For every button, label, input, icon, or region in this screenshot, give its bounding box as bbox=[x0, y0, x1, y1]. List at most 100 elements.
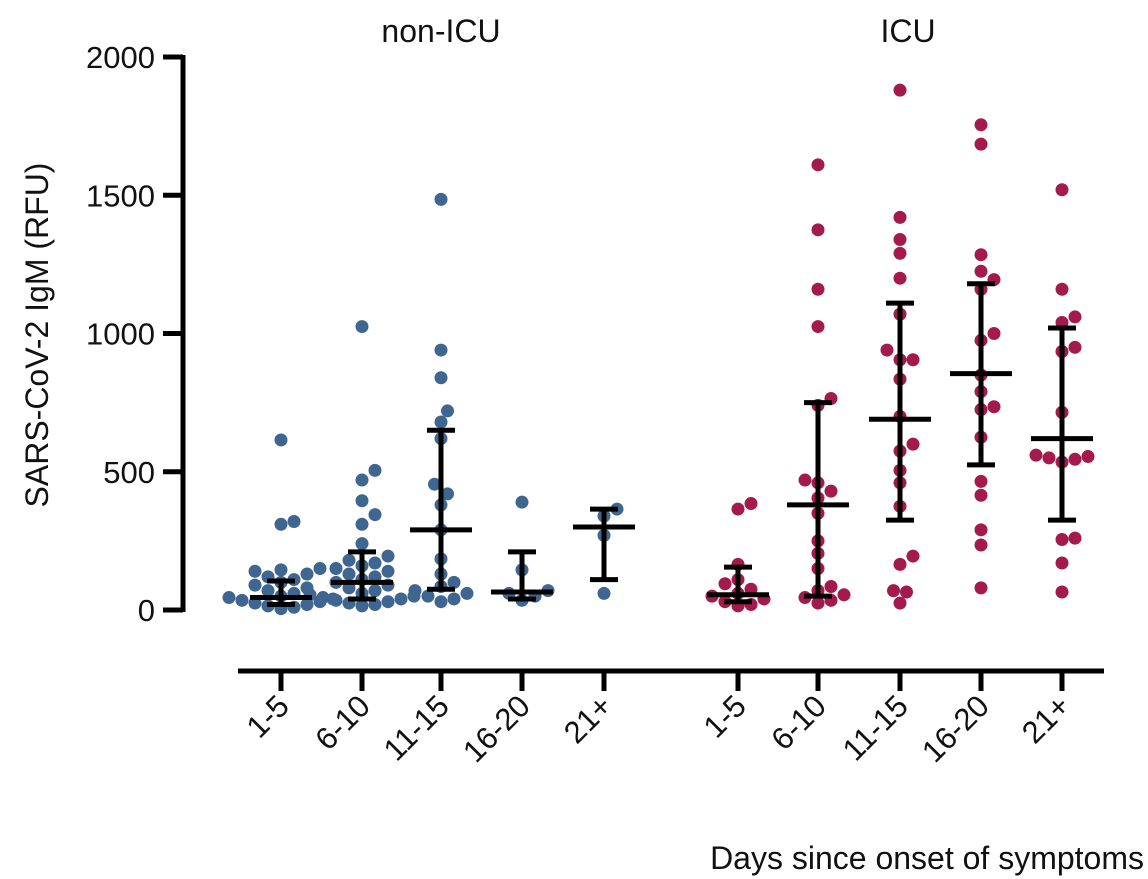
data-point bbox=[812, 320, 825, 333]
data-point bbox=[1056, 533, 1069, 546]
data-point bbox=[356, 474, 369, 487]
data-point bbox=[894, 211, 907, 224]
data-point bbox=[275, 433, 288, 446]
data-point bbox=[223, 591, 236, 604]
x-tick-label: 21+ bbox=[557, 688, 619, 750]
data-point bbox=[317, 591, 330, 604]
data-point bbox=[838, 588, 851, 601]
data-point bbox=[236, 594, 249, 607]
data-point bbox=[435, 193, 448, 206]
data-point bbox=[395, 592, 408, 605]
data-point bbox=[975, 581, 988, 594]
data-point bbox=[1056, 283, 1069, 296]
group-titles: non-ICU ICU bbox=[381, 13, 935, 49]
data-point bbox=[907, 438, 920, 451]
data-point bbox=[894, 558, 907, 571]
x-tick-label: 6-10 bbox=[308, 688, 377, 757]
data-point bbox=[1043, 451, 1056, 464]
data-point bbox=[288, 515, 301, 528]
y-tick-label: 1500 bbox=[86, 178, 155, 213]
data-point bbox=[249, 579, 262, 592]
data-point bbox=[1069, 453, 1082, 466]
x-tick-label: 11-15 bbox=[836, 688, 915, 767]
data-point bbox=[975, 138, 988, 151]
data-point bbox=[1069, 310, 1082, 323]
data-point bbox=[812, 223, 825, 236]
data-point bbox=[975, 539, 988, 552]
data-point bbox=[1056, 183, 1069, 196]
data-point bbox=[825, 485, 838, 498]
data-point bbox=[369, 556, 382, 569]
x-tick-label: 1-5 bbox=[697, 688, 753, 744]
data-point bbox=[461, 587, 474, 600]
data-point bbox=[356, 320, 369, 333]
y-tick-label: 1000 bbox=[86, 317, 155, 352]
data-point bbox=[275, 518, 288, 531]
data-point bbox=[975, 118, 988, 131]
data-point bbox=[745, 497, 758, 510]
error-bars bbox=[250, 284, 1093, 605]
data-point bbox=[1056, 586, 1069, 599]
data-point bbox=[343, 568, 356, 581]
data-point bbox=[356, 537, 369, 550]
x-tick-label: 16-20 bbox=[915, 688, 996, 769]
data-points bbox=[223, 84, 1095, 615]
y-tick-label: 2000 bbox=[86, 40, 155, 75]
data-point bbox=[369, 464, 382, 477]
data-point bbox=[382, 550, 395, 563]
data-point bbox=[356, 518, 369, 531]
data-point bbox=[975, 489, 988, 502]
data-point bbox=[975, 475, 988, 488]
data-point bbox=[598, 587, 611, 600]
data-point bbox=[732, 503, 745, 516]
y-tick-label: 500 bbox=[103, 455, 155, 490]
x-tick-label: 21+ bbox=[1015, 688, 1077, 750]
data-point bbox=[975, 248, 988, 261]
data-point bbox=[356, 494, 369, 507]
data-point bbox=[719, 577, 732, 590]
data-point bbox=[825, 580, 838, 593]
data-point bbox=[799, 474, 812, 487]
data-point bbox=[1082, 450, 1095, 463]
data-point bbox=[894, 272, 907, 285]
x-tick-label: 1-5 bbox=[240, 688, 296, 744]
x-tick-label: 16-20 bbox=[456, 688, 537, 769]
data-point bbox=[881, 344, 894, 357]
data-point bbox=[516, 496, 529, 509]
data-point bbox=[894, 84, 907, 97]
data-point bbox=[1069, 341, 1082, 354]
data-point bbox=[330, 594, 343, 607]
data-point bbox=[448, 592, 461, 605]
data-point bbox=[435, 595, 448, 608]
data-point bbox=[343, 554, 356, 567]
y-axis-title: SARS-CoV-2 IgM (RFU) bbox=[19, 163, 55, 508]
data-point bbox=[812, 158, 825, 171]
data-point bbox=[812, 283, 825, 296]
group-title: non-ICU bbox=[381, 13, 500, 49]
data-point bbox=[988, 400, 1001, 413]
data-point bbox=[409, 584, 422, 597]
data-point bbox=[1069, 532, 1082, 545]
data-point bbox=[907, 550, 920, 563]
y-axis: 0 500 1000 1500 2000 bbox=[86, 40, 183, 628]
x-tick-label: 6-10 bbox=[764, 688, 833, 757]
data-point bbox=[907, 353, 920, 366]
x-axis-title: Days since onset of symptoms bbox=[710, 840, 1144, 876]
data-point bbox=[369, 508, 382, 521]
data-point bbox=[435, 415, 448, 428]
group-title: ICU bbox=[880, 13, 935, 49]
data-point bbox=[441, 404, 454, 417]
data-point bbox=[369, 584, 382, 597]
data-point bbox=[275, 563, 288, 576]
data-point bbox=[249, 565, 262, 578]
data-point bbox=[301, 568, 314, 581]
x-axis: 1-5 6-10 11-15 16-20 21+ 1-5 6-10 11-15 16-20 21+ bbox=[238, 671, 1104, 769]
data-point bbox=[435, 371, 448, 384]
data-point bbox=[382, 565, 395, 578]
data-point bbox=[894, 597, 907, 610]
data-point bbox=[900, 586, 913, 599]
data-point bbox=[330, 562, 343, 575]
data-point bbox=[975, 523, 988, 536]
data-point bbox=[975, 265, 988, 278]
